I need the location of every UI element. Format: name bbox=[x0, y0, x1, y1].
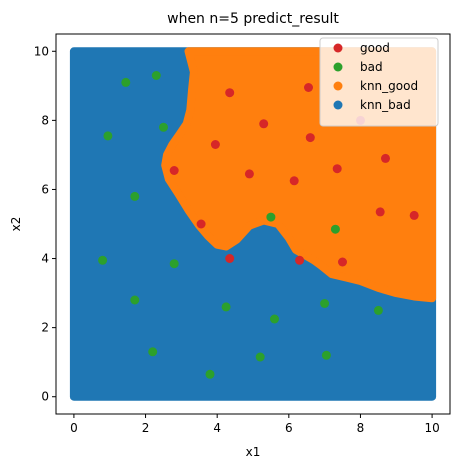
legend-label-knn_bad: knn_bad bbox=[360, 98, 411, 112]
y-tick-label: 8 bbox=[41, 113, 49, 127]
point-good bbox=[210, 140, 220, 149]
y-tick-label: 10 bbox=[34, 44, 49, 58]
legend-label-good: good bbox=[360, 41, 390, 55]
point-bad bbox=[321, 350, 331, 360]
point-good bbox=[225, 88, 235, 98]
point-bad bbox=[266, 212, 276, 222]
legend: good bad knn_good knn_bad bbox=[319, 37, 439, 127]
point-bad bbox=[221, 302, 231, 312]
x-tick-label: 10 bbox=[424, 421, 439, 435]
legend-label-knn_good: knn_good bbox=[360, 79, 418, 93]
legend-label-bad: bad bbox=[360, 60, 383, 74]
point-bad bbox=[205, 369, 215, 379]
legend-marker-knn_bad bbox=[333, 100, 343, 110]
point-bad bbox=[148, 347, 158, 357]
data-points bbox=[98, 71, 419, 379]
point-good bbox=[295, 255, 305, 265]
point-good bbox=[409, 210, 419, 220]
point-good bbox=[225, 254, 235, 263]
x-axis: 0 2 4 6 8 10 bbox=[70, 414, 440, 435]
point-bad bbox=[270, 314, 279, 324]
point-good bbox=[381, 153, 390, 163]
point-bad bbox=[169, 259, 179, 269]
point-bad bbox=[121, 77, 131, 87]
point-good bbox=[169, 166, 179, 175]
point-good bbox=[375, 207, 385, 217]
point-bad bbox=[320, 299, 330, 308]
point-bad bbox=[151, 71, 161, 80]
point-good bbox=[289, 176, 299, 186]
point-good bbox=[332, 164, 342, 174]
point-bad bbox=[373, 305, 383, 315]
point-bad bbox=[159, 122, 168, 132]
point-bad bbox=[103, 131, 113, 141]
point-good bbox=[338, 257, 347, 267]
x-tick-label: 2 bbox=[142, 421, 150, 435]
legend-marker-bad bbox=[333, 62, 343, 72]
y-axis: 0 2 4 6 8 10 bbox=[34, 44, 56, 404]
chart-title: when n=5 predict_result bbox=[167, 11, 339, 27]
x-tick-label: 4 bbox=[213, 421, 221, 435]
point-good bbox=[304, 83, 313, 92]
point-good bbox=[305, 133, 315, 143]
y-axis-label: x2 bbox=[9, 217, 23, 232]
x-tick-label: 8 bbox=[357, 421, 365, 435]
point-bad bbox=[330, 224, 340, 234]
y-tick-label: 0 bbox=[41, 390, 49, 404]
legend-frame bbox=[319, 37, 439, 127]
point-bad bbox=[130, 295, 140, 305]
legend-marker-good bbox=[333, 43, 343, 53]
y-tick-label: 4 bbox=[41, 252, 49, 266]
point-bad bbox=[98, 255, 108, 265]
legend-marker-knn_good bbox=[333, 81, 343, 91]
point-bad bbox=[255, 352, 265, 362]
y-tick-label: 6 bbox=[41, 182, 49, 196]
point-bad bbox=[130, 191, 140, 201]
plot-frame bbox=[55, 33, 451, 415]
point-good bbox=[244, 169, 254, 179]
point-good bbox=[259, 119, 269, 129]
x-axis-label: x1 bbox=[246, 445, 261, 459]
y-tick-label: 2 bbox=[41, 321, 49, 335]
x-tick-label: 0 bbox=[70, 421, 78, 435]
x-tick-label: 6 bbox=[285, 421, 293, 435]
point-good bbox=[196, 219, 206, 229]
